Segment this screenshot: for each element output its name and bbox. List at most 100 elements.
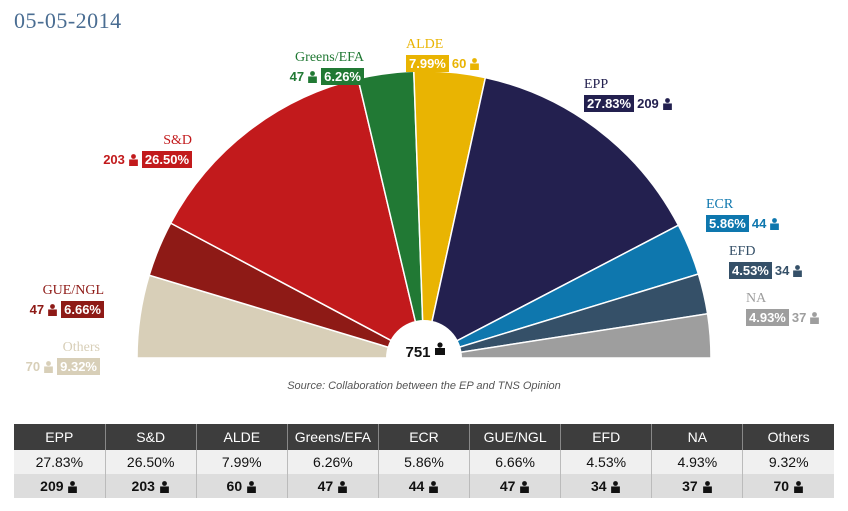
cell-seats: 70: [742, 474, 834, 498]
party-name: Others: [62, 340, 100, 355]
label-gue-ngl: GUE/NGL 47 6.66%: [30, 283, 104, 318]
party-name: ALDE: [406, 37, 444, 52]
label-efd: EFD 4.53% 34: [729, 244, 803, 279]
person-icon: [48, 303, 57, 316]
person-icon: [159, 481, 169, 494]
person-icon: [702, 481, 712, 494]
cell-percentage: 6.26%: [286, 450, 379, 474]
party-percentage: 9.32%: [57, 358, 100, 375]
cell-percentage: 9.32%: [742, 450, 834, 474]
seat-count: 44: [408, 478, 425, 494]
cell-seats: 44: [377, 474, 470, 498]
cell-percentage: 4.93%: [651, 450, 743, 474]
column-header-alde: ALDE: [195, 424, 288, 450]
cell-seats: 37: [651, 474, 743, 498]
seat-count: 70: [773, 478, 790, 494]
person-icon: [794, 481, 803, 494]
column-header-greens-efa: Greens/EFA: [286, 424, 379, 450]
seat-count: 209: [40, 478, 64, 494]
party-name: EFD: [729, 244, 756, 259]
label-others: Others 70 9.32%: [26, 340, 100, 375]
cell-seats: 34: [560, 474, 652, 498]
total-seats-label: 751: [405, 344, 430, 361]
party-percentage: 5.86%: [706, 215, 749, 232]
person-icon: [520, 481, 530, 494]
column-header-s-d: S&D: [104, 424, 197, 450]
label-alde: ALDE 7.99% 60: [406, 37, 480, 72]
party-name: ECR: [706, 197, 734, 212]
cell-percentage: 27.83%: [14, 450, 106, 474]
seat-count: 60: [226, 478, 243, 494]
party-percentage: 6.26%: [321, 68, 364, 85]
column-header-epp: EPP: [14, 424, 106, 450]
party-percentage: 4.53%: [729, 262, 772, 279]
party-seats: 70: [25, 359, 41, 374]
column-header-efd: EFD: [560, 424, 652, 450]
party-seats: 203: [103, 152, 125, 167]
results-table: EPP S&D ALDE Greens/EFA ECR GUE/NGL EFD NA Other…: [14, 424, 834, 498]
column-header-others: Others: [742, 424, 834, 450]
party-name: EPP: [584, 77, 609, 92]
person-icon: [662, 97, 672, 110]
person-icon: [470, 57, 480, 70]
label-ecr: ECR 5.86% 44: [706, 197, 780, 232]
party-name: GUE/NGL: [42, 283, 104, 298]
party-name: S&D: [163, 133, 192, 148]
person-icon: [44, 360, 53, 373]
table-row-percentages: 27.83% 26.50% 7.99% 6.26% 5.86% 6.66% 4.53% 4.9…: [14, 450, 834, 474]
label-greens-efa: Greens/EFA 47 6.26%: [290, 50, 364, 85]
party-percentage: 6.66%: [61, 301, 104, 318]
party-seats: 47: [29, 302, 45, 317]
seat-count: 34: [590, 478, 607, 494]
person-icon: [793, 264, 803, 277]
column-header-gue-ngl: GUE/NGL: [469, 424, 561, 450]
source-note: Source: Collaboration between the EP and…: [287, 380, 561, 392]
hemicycle-chart: 751: [137, 71, 712, 380]
person-icon: [435, 342, 445, 355]
party-percentage: 26.50%: [141, 151, 192, 168]
party-percentage: 4.93%: [746, 309, 789, 326]
party-name: Greens/EFA: [295, 50, 364, 65]
person-icon: [429, 481, 439, 494]
seat-count: 47: [499, 478, 516, 494]
person-icon: [770, 217, 780, 230]
center-disk: [386, 320, 462, 380]
label-s-d: S&D 203 26.50%: [103, 133, 192, 168]
person-icon: [247, 481, 256, 494]
cell-percentage: 6.66%: [469, 450, 561, 474]
column-header-na: NA: [651, 424, 743, 450]
column-header-ecr: ECR: [377, 424, 470, 450]
page-date: 05-05-2014: [14, 8, 122, 33]
cell-percentage: 7.99%: [195, 450, 288, 474]
party-seats: 209: [637, 96, 659, 111]
cell-seats: 209: [14, 474, 106, 498]
table-row-seats: 209 203 60 47 44 47 34 37 70: [14, 474, 834, 498]
party-seats: 44: [751, 216, 767, 231]
party-seats: 37: [791, 310, 807, 325]
person-icon: [129, 153, 138, 166]
party-seats: 47: [289, 69, 305, 84]
party-name: NA: [746, 291, 767, 306]
person-icon: [338, 481, 347, 494]
slice-epp: [422, 76, 680, 360]
cell-seats: 47: [286, 474, 379, 498]
cell-percentage: 26.50%: [104, 450, 197, 474]
seat-count: 47: [317, 478, 334, 494]
party-percentage: 7.99%: [406, 55, 449, 72]
person-icon: [611, 481, 621, 494]
cell-seats: 203: [104, 474, 197, 498]
seat-count: 37: [682, 478, 698, 494]
party-seats: 34: [774, 263, 790, 278]
person-icon: [810, 311, 820, 324]
slice-na: [423, 312, 712, 359]
cell-percentage: 5.86%: [377, 450, 470, 474]
cell-seats: 60: [195, 474, 288, 498]
seat-count: 203: [131, 478, 155, 494]
cell-percentage: 4.53%: [560, 450, 652, 474]
label-na: NA 4.93% 37: [746, 291, 820, 326]
person-icon: [308, 70, 317, 83]
party-seats: 60: [451, 56, 467, 71]
person-icon: [68, 481, 78, 494]
table-header-row: EPP S&D ALDE Greens/EFA ECR GUE/NGL EFD NA Other…: [14, 424, 834, 450]
label-epp: EPP 27.83% 209: [584, 77, 673, 112]
